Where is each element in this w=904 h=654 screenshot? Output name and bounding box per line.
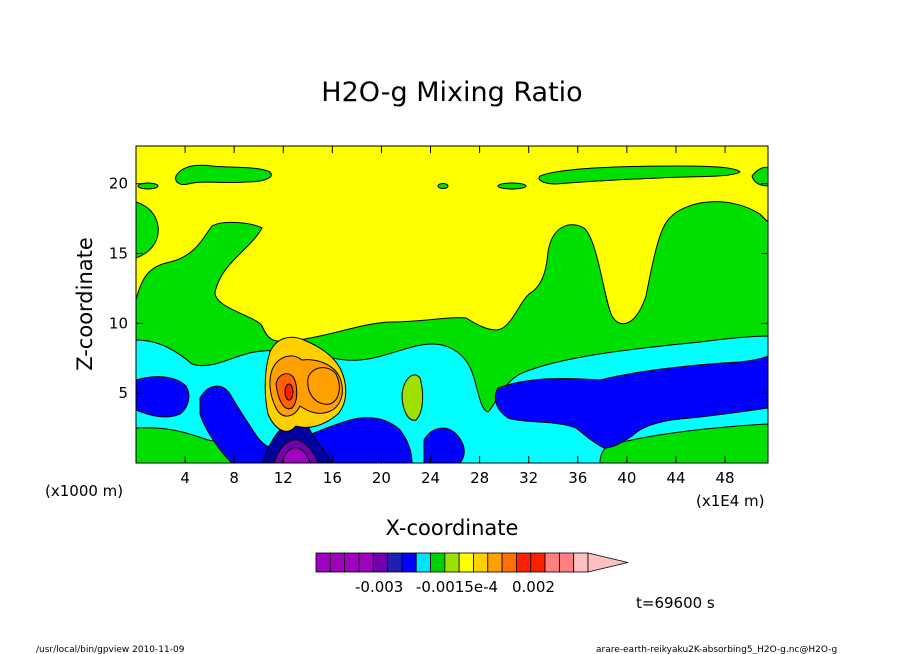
colorbar-swatch: [344, 552, 360, 573]
x-tick-label: 4: [180, 469, 190, 487]
colorbar-swatch: [544, 552, 560, 573]
field-green-top-mid: [538, 165, 741, 185]
x-tick-label: 24: [421, 469, 440, 487]
x-tick-label: 28: [470, 469, 489, 487]
colorbar-swatch: [415, 552, 431, 573]
colorbar-swatch: [387, 552, 403, 573]
x-tick-label: 8: [229, 469, 239, 487]
x-tick-label: 48: [716, 469, 735, 487]
colorbar-swatch: [430, 552, 446, 573]
colorbar-swatch: [487, 552, 503, 573]
colorbar-swatch: [516, 552, 532, 573]
field-green-blob-3: [437, 183, 449, 189]
x-unit-left: (x1000 m): [45, 482, 123, 500]
colorbar-label-1: -0.003: [355, 578, 403, 596]
colorbar-label-2: -0.0015e-4: [416, 578, 498, 596]
field-light-green-patch: [401, 374, 424, 421]
field-green-blob-1: [137, 182, 159, 190]
colorbar-swatch: [501, 552, 517, 573]
footer-left: /usr/local/bin/gpview 2010-11-09: [36, 645, 185, 654]
x-tick-label: 32: [519, 469, 538, 487]
colorbar-swatch: [530, 552, 546, 573]
y-ticks: 5 10 15 20: [109, 175, 768, 402]
field-purple: [281, 447, 311, 463]
colorbar-swatch: [444, 552, 460, 573]
colorbar-swatch: [329, 552, 346, 573]
field-orange-right: [307, 367, 340, 405]
plot-area: [136, 146, 768, 463]
x-tick-label: 40: [617, 469, 636, 487]
colorbar-label-3: 0.002: [512, 578, 555, 596]
x-tick-label: 36: [568, 469, 587, 487]
x-tick-label: 20: [372, 469, 391, 487]
x-tick-label: 44: [666, 469, 685, 487]
time-label: t=69600 s: [636, 594, 715, 612]
x-axis-label: X-coordinate: [386, 516, 519, 540]
plot-frame: [135, 145, 769, 464]
colorbar-extend-arrow: [587, 552, 629, 573]
colorbar-swatch: [458, 552, 474, 573]
colorbar: [315, 552, 629, 573]
y-tick-label: 20: [109, 175, 128, 193]
colorbar-swatch: [401, 552, 417, 573]
y-tick-label: 5: [118, 384, 128, 402]
colorbar-swatch: [573, 552, 589, 573]
colorbar-swatch: [558, 552, 575, 573]
colorbar-swatch: [315, 552, 331, 573]
field-blue-small: [423, 427, 465, 463]
x-tick-label: 16: [323, 469, 342, 487]
footer-right: arare-earth-reikyaku2K-absorbing5_H2O-g.…: [596, 645, 837, 654]
colorbar-swatch: [372, 552, 388, 573]
y-tick-label: 15: [109, 245, 128, 263]
field-blue-left: [136, 376, 190, 418]
field-green-lower-right: [599, 423, 768, 463]
colorbar-swatch: [473, 552, 489, 573]
field-green-left-edge: [136, 201, 159, 259]
x-ticks: 4 8 12 16 20 24 28 32 36 40 44 48: [180, 146, 735, 487]
chart-title: H2O-g Mixing Ratio: [321, 77, 582, 108]
x-tick-label: 12: [274, 469, 293, 487]
field-green-top-right: [751, 166, 768, 187]
field-red: [284, 383, 294, 401]
x-unit-right: (x1E4 m): [696, 492, 765, 510]
field-green-blob-2: [497, 182, 527, 190]
field-blue-band: [494, 355, 768, 449]
colorbar-swatch: [358, 552, 374, 573]
y-axis-label: Z-coordinate: [73, 237, 97, 371]
field-green-top-band: [175, 164, 272, 185]
y-tick-label: 10: [109, 314, 128, 332]
